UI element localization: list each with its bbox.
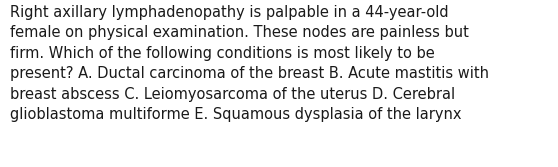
Text: Right axillary lymphadenopathy is palpable in a 44-year-old
female on physical e: Right axillary lymphadenopathy is palpab… [10, 5, 489, 122]
